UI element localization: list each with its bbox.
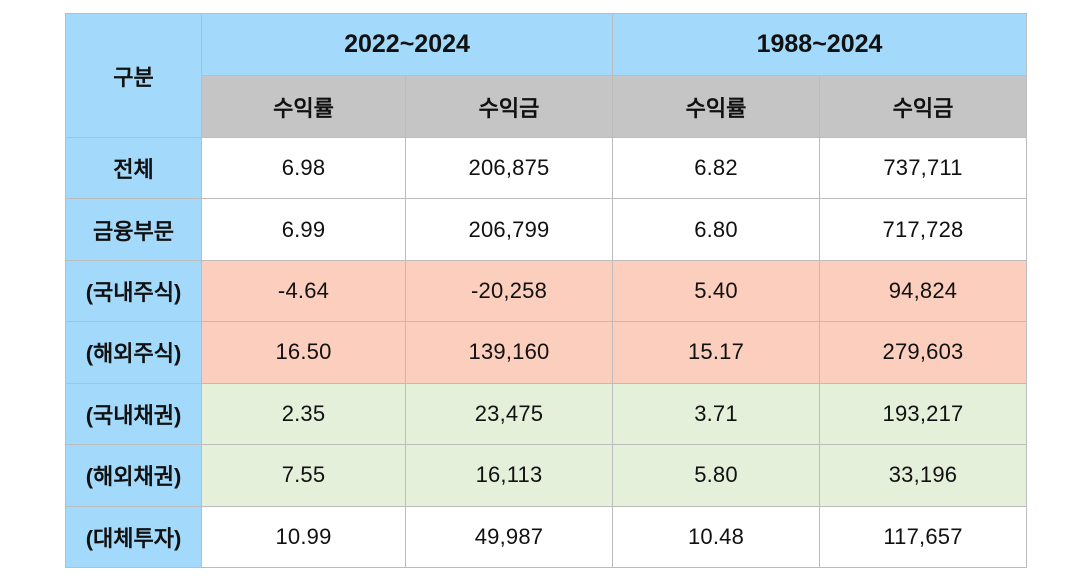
returns-table: 구분 2022~2024 1988~2024 수익률 수익금 수익률 수익금 전…	[65, 13, 1027, 569]
value-cell: 15.17	[612, 321, 820, 384]
value-cell: 16,113	[405, 444, 613, 507]
period-header-1988-2024: 1988~2024	[612, 13, 1027, 76]
value-cell: 6.80	[612, 198, 820, 261]
table-row-overseas-stocks: (해외주식) 16.50 139,160 15.17 279,603	[65, 321, 1027, 384]
value-cell: 6.98	[201, 136, 406, 200]
value-cell: 6.82	[612, 136, 820, 200]
value-cell: 10.48	[612, 505, 820, 569]
col-header-return-amount-2: 수익금	[819, 75, 1027, 138]
table-row-domestic-bonds: (국내채권) 2.35 23,475 3.71 193,217	[65, 382, 1027, 446]
row-label: (해외주식)	[65, 321, 202, 384]
value-cell: 10.99	[201, 505, 406, 569]
value-cell: 117,657	[819, 505, 1027, 569]
col-header-return-rate-1: 수익률	[201, 75, 406, 138]
value-cell: 3.71	[612, 382, 820, 446]
corner-header-gubun: 구분	[65, 13, 202, 138]
value-cell: 16.50	[201, 321, 406, 384]
table-row-alternative-investments: (대체투자) 10.99 49,987 10.48 117,657	[65, 505, 1027, 569]
value-cell: 6.99	[201, 198, 406, 261]
row-label: (대체투자)	[65, 505, 202, 569]
row-label: 전체	[65, 136, 202, 200]
table-row-domestic-stocks: (국내주식) -4.64 -20,258 5.40 94,824	[65, 259, 1027, 323]
value-cell: 94,824	[819, 259, 1027, 323]
row-label: (국내채권)	[65, 382, 202, 446]
value-cell: 193,217	[819, 382, 1027, 446]
value-cell: 7.55	[201, 444, 406, 507]
value-cell: 49,987	[405, 505, 613, 569]
table-row-total: 전체 6.98 206,875 6.82 737,711	[65, 136, 1027, 200]
value-cell: 279,603	[819, 321, 1027, 384]
row-label: (해외채권)	[65, 444, 202, 507]
value-cell: 5.40	[612, 259, 820, 323]
value-cell: 5.80	[612, 444, 820, 507]
value-cell: 139,160	[405, 321, 613, 384]
row-label: 금융부문	[65, 198, 202, 261]
col-header-return-amount-1: 수익금	[405, 75, 613, 138]
value-cell: 33,196	[819, 444, 1027, 507]
value-cell: -20,258	[405, 259, 613, 323]
value-cell: 206,875	[405, 136, 613, 200]
value-cell: 2.35	[201, 382, 406, 446]
value-cell: 737,711	[819, 136, 1027, 200]
col-header-return-rate-2: 수익률	[612, 75, 820, 138]
row-label: (국내주식)	[65, 259, 202, 323]
value-cell: -4.64	[201, 259, 406, 323]
value-cell: 206,799	[405, 198, 613, 261]
table-row-overseas-bonds: (해외채권) 7.55 16,113 5.80 33,196	[65, 444, 1027, 507]
table-row-financial-sector: 금융부문 6.99 206,799 6.80 717,728	[65, 198, 1027, 261]
period-header-2022-2024: 2022~2024	[201, 13, 613, 76]
value-cell: 717,728	[819, 198, 1027, 261]
value-cell: 23,475	[405, 382, 613, 446]
